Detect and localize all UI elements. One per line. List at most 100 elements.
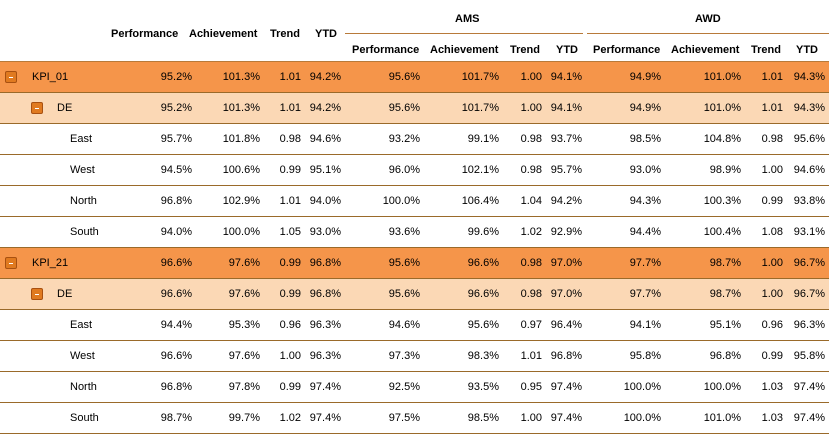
value-cell: 95.6%	[388, 71, 420, 83]
row-label: South	[70, 412, 99, 424]
value-cell: 1.01	[761, 71, 783, 83]
value-cell: 100.0%	[623, 412, 661, 424]
value-cell: 95.7%	[160, 133, 192, 145]
value-cell: 97.0%	[550, 288, 582, 300]
value-cell: 98.7%	[160, 412, 192, 424]
awd-col-header-performance[interactable]: Performance	[593, 44, 661, 56]
collapse-toggle-icon[interactable]	[5, 71, 17, 83]
value-cell: 0.99	[761, 195, 783, 207]
value-cell: 94.6%	[388, 319, 420, 331]
value-cell: 97.4%	[309, 412, 341, 424]
value-cell: 94.2%	[309, 71, 341, 83]
value-cell: 96.0%	[388, 164, 420, 176]
value-cell: 93.6%	[388, 226, 420, 238]
value-cell: 93.0%	[629, 164, 661, 176]
value-cell: 98.7%	[709, 288, 741, 300]
value-cell: 94.1%	[550, 102, 582, 114]
value-cell: 93.8%	[793, 195, 825, 207]
col-header-ytd[interactable]: YTD	[315, 28, 337, 40]
value-cell: 98.9%	[709, 164, 741, 176]
value-cell: 94.3%	[793, 71, 825, 83]
collapse-toggle-icon[interactable]	[31, 102, 43, 114]
value-cell: 94.6%	[309, 133, 341, 145]
kpi-row[interactable]: KPI_21 96.6% 97.6% 0.99 96.8% 95.6% 96.6% 0.98 9…	[0, 248, 829, 279]
value-cell: 94.5%	[160, 164, 192, 176]
value-cell: 0.99	[279, 257, 301, 269]
value-cell: 99.6%	[467, 226, 499, 238]
awd-col-header-ytd[interactable]: YTD	[796, 44, 818, 56]
value-cell: 0.98	[761, 133, 783, 145]
value-cell: 95.6%	[388, 102, 420, 114]
value-cell: 96.6%	[467, 257, 499, 269]
value-cell: 100.6%	[222, 164, 260, 176]
kpi-row[interactable]: KPI_01 95.2% 101.3% 1.01 94.2% 95.6% 101.7% 1.0…	[0, 62, 829, 93]
value-cell: 1.01	[279, 195, 301, 207]
value-cell: 96.7%	[793, 257, 825, 269]
country-row[interactable]: DE 96.6% 97.6% 0.99 96.8% 95.6% 96.6% 0.98 97.0%…	[0, 279, 829, 310]
value-cell: 97.4%	[793, 381, 825, 393]
awd-col-header-trend[interactable]: Trend	[751, 44, 781, 56]
value-cell: 96.8%	[160, 381, 192, 393]
region-row: South 98.7% 99.7% 1.02 97.4% 97.5% 98.5% 1.00 97…	[0, 403, 829, 434]
value-cell: 0.98	[520, 257, 542, 269]
value-cell: 98.7%	[709, 257, 741, 269]
value-cell: 100.3%	[703, 195, 741, 207]
region-row: West 96.6% 97.6% 1.00 96.3% 97.3% 98.3% 1.01 96.…	[0, 341, 829, 372]
value-cell: 1.00	[520, 71, 542, 83]
ams-col-header-performance[interactable]: Performance	[352, 44, 420, 56]
row-label: South	[70, 226, 99, 238]
awd-col-header-achievement[interactable]: Achievement	[671, 44, 740, 56]
value-cell: 0.98	[520, 133, 542, 145]
collapse-toggle-icon[interactable]	[31, 288, 43, 300]
row-label: East	[70, 133, 93, 145]
value-cell: 97.7%	[629, 288, 661, 300]
value-cell: 0.95	[520, 381, 542, 393]
row-label: KPI_01	[32, 71, 69, 83]
value-cell: 95.3%	[228, 319, 260, 331]
value-cell: 1.00	[761, 257, 783, 269]
value-cell: 1.02	[520, 226, 542, 238]
value-cell: 101.0%	[703, 71, 741, 83]
value-cell: 95.2%	[160, 71, 192, 83]
collapse-toggle-icon[interactable]	[5, 257, 17, 269]
row-label: West	[70, 350, 95, 362]
value-cell: 92.5%	[388, 381, 420, 393]
value-cell: 94.9%	[629, 71, 661, 83]
value-cell: 101.0%	[703, 102, 741, 114]
value-cell: 1.00	[520, 102, 542, 114]
row-label: West	[70, 164, 95, 176]
value-cell: 96.8%	[550, 350, 582, 362]
value-cell: 101.3%	[222, 102, 260, 114]
value-cell: 106.4%	[461, 195, 499, 207]
value-cell: 96.8%	[160, 195, 192, 207]
value-cell: 0.99	[761, 350, 783, 362]
value-cell: 0.98	[520, 164, 542, 176]
col-header-performance[interactable]: Performance	[111, 28, 179, 40]
value-cell: 0.96	[279, 319, 301, 331]
value-cell: 96.6%	[467, 288, 499, 300]
value-cell: 96.8%	[309, 288, 341, 300]
value-cell: 0.97	[520, 319, 542, 331]
value-cell: 1.03	[761, 412, 783, 424]
value-cell: 1.01	[279, 71, 301, 83]
region-row: North 96.8% 97.8% 0.99 97.4% 92.5% 93.5% 0.95 97…	[0, 372, 829, 403]
value-cell: 1.05	[279, 226, 301, 238]
ams-col-header-trend[interactable]: Trend	[510, 44, 540, 56]
value-cell: 1.01	[520, 350, 542, 362]
value-cell: 99.1%	[467, 133, 499, 145]
ams-col-header-ytd[interactable]: YTD	[556, 44, 578, 56]
col-header-achievement[interactable]: Achievement	[189, 28, 258, 40]
value-cell: 95.6%	[467, 319, 499, 331]
value-cell: 96.6%	[160, 257, 192, 269]
country-row[interactable]: DE 95.2% 101.3% 1.01 94.2% 95.6% 101.7% 1.00 94.…	[0, 93, 829, 124]
region-row: North 96.8% 102.9% 1.01 94.0% 100.0% 106.4% 1.0…	[0, 186, 829, 217]
value-cell: 93.2%	[388, 133, 420, 145]
value-cell: 96.3%	[309, 350, 341, 362]
value-cell: 95.1%	[309, 164, 341, 176]
value-cell: 101.0%	[703, 412, 741, 424]
value-cell: 97.4%	[550, 412, 582, 424]
col-header-trend[interactable]: Trend	[270, 28, 300, 40]
value-cell: 94.3%	[629, 195, 661, 207]
header-divider	[0, 61, 829, 62]
ams-col-header-achievement[interactable]: Achievement	[430, 44, 499, 56]
